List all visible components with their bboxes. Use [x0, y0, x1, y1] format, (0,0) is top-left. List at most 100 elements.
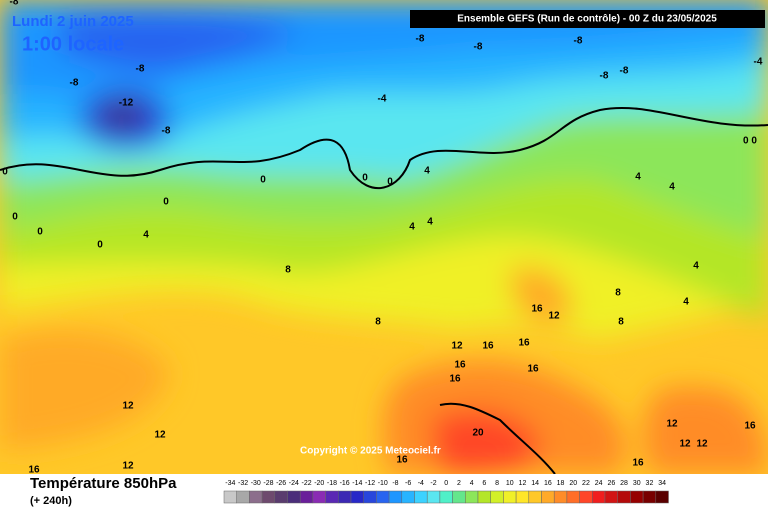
legend-swatch [592, 490, 606, 504]
legend-swatch [363, 490, 377, 504]
legend-tick-label: -30 [251, 480, 261, 487]
contour-label: 16 [632, 458, 644, 469]
legend-tick-label: -8 [392, 480, 398, 487]
legend-tick-label: 6 [482, 480, 486, 487]
contour-label: -8 [136, 64, 145, 75]
legend-swatch [236, 490, 250, 504]
legend-swatch [515, 490, 530, 504]
legend-swatch [477, 490, 491, 504]
contour-label: -8 [600, 71, 609, 82]
contour-label: 0 [260, 175, 266, 186]
contour-label: 12 [122, 401, 134, 412]
legend-tick-label: 32 [646, 480, 654, 487]
contour-label: 0 [97, 240, 103, 251]
legend-title: Température 850hPa [30, 475, 177, 492]
contour-label: 0 [2, 167, 8, 178]
legend-swatch [465, 490, 479, 504]
legend-tick-label: 2 [457, 480, 461, 487]
contour-label: 12 [666, 419, 678, 430]
legend-swatch [655, 490, 669, 504]
legend-swatch [426, 490, 441, 504]
contour-label: -4 [754, 57, 763, 68]
contour-label: -12 [119, 98, 134, 109]
legend-tick-label: -32 [238, 480, 248, 487]
contour-label: 12 [451, 341, 463, 352]
legend-swatch [388, 490, 403, 504]
map-time: 1:00 locale [22, 33, 124, 55]
legend-tick-label: 4 [470, 480, 474, 487]
legend-tick-label: 10 [506, 480, 514, 487]
contour-label: 8 [285, 265, 291, 276]
legend-swatch [439, 490, 453, 504]
legend-swatch [490, 490, 504, 504]
legend-tick-label: 16 [544, 480, 552, 487]
legend-tick-label: -4 [418, 480, 424, 487]
contour-label: 4 [424, 166, 430, 177]
contour-label: 4 [635, 172, 641, 183]
copyright: Copyright © 2025 Meteociel.fr [300, 446, 441, 457]
legend-tick-label: 8 [495, 480, 499, 487]
legend-tick-label: -24 [289, 480, 299, 487]
legend-swatch [604, 490, 618, 504]
contour-label: 12 [679, 439, 691, 450]
contour-label: 4 [683, 297, 689, 308]
contour-label: 0 [163, 197, 169, 208]
legend-tick-label: 26 [607, 480, 615, 487]
legend-tick-label: -26 [276, 480, 286, 487]
legend-swatch [325, 490, 339, 504]
contour-label: 16 [518, 338, 530, 349]
legend-swatch [287, 490, 301, 504]
contour-label: 16 [531, 304, 543, 315]
legend-swatch [249, 490, 263, 504]
contour-label: 0 [362, 173, 368, 184]
legend-swatch [579, 490, 593, 504]
legend-tick-label: -10 [378, 480, 388, 487]
contour-label: 8 [375, 317, 381, 328]
legend-tick-label: -20 [314, 480, 324, 487]
legend-tick-label: -18 [327, 480, 337, 487]
legend-tick-label: 14 [531, 480, 539, 487]
contour-label: -8 [416, 34, 425, 45]
legend-swatch [376, 490, 390, 504]
run-info: Ensemble GEFS (Run de contrôle) - 00 Z d… [457, 14, 717, 25]
contour-label: 0 [37, 227, 43, 238]
legend-tick-label: -2 [430, 480, 436, 487]
legend-tick-label: 30 [633, 480, 641, 487]
legend-tick-label: 20 [569, 480, 577, 487]
legend-tick-label: -6 [405, 480, 411, 487]
legend-swatch [312, 490, 326, 504]
contour-label: 4 [143, 230, 149, 241]
contour-label: 16 [454, 360, 466, 371]
legend-swatch [261, 490, 276, 504]
contour-label: 12 [122, 461, 134, 472]
contour-label: 16 [396, 455, 408, 466]
contour-label: 4 [427, 217, 433, 228]
contour-label: 16 [744, 421, 756, 432]
legend-swatch [553, 490, 568, 504]
legend-tick-label: 28 [620, 480, 628, 487]
legend-swatch [528, 490, 542, 504]
contour-label: 12 [154, 430, 166, 441]
contour-label: 16 [28, 465, 40, 476]
contour-label: -8 [162, 126, 171, 137]
legend-tick-label: -14 [352, 480, 362, 487]
contour-label: -8 [574, 36, 583, 47]
contour-label: 0 [12, 212, 18, 223]
legend-swatch [503, 490, 517, 504]
legend-swatch [414, 490, 428, 504]
contour-label: 16 [449, 374, 461, 385]
legend-swatch [338, 490, 352, 504]
legend-tick-label: -28 [263, 480, 273, 487]
legend-swatch [642, 490, 657, 504]
contour-label: 16 [527, 364, 539, 375]
contour-label: -8 [474, 42, 483, 53]
contour-label: -8 [70, 78, 79, 89]
contour-label: -8 [620, 66, 629, 77]
run-banner [410, 10, 765, 28]
legend-tick-label: 34 [658, 480, 666, 487]
contour-label: -4 [378, 94, 387, 105]
temperature-field [0, 0, 768, 475]
legend-tick-label: -16 [340, 480, 350, 487]
legend-tick-label: 24 [595, 480, 603, 487]
